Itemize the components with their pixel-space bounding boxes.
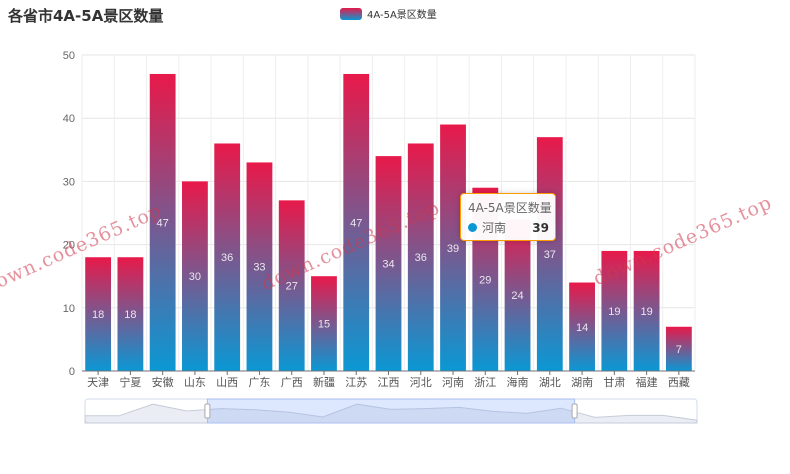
y-tick-label: 10 — [63, 303, 75, 315]
x-tick-label: 山西 — [216, 376, 238, 389]
bar — [278, 200, 305, 371]
data-label: 29 — [479, 274, 491, 286]
bar — [149, 73, 176, 372]
data-label: 36 — [221, 252, 233, 264]
x-tick-label: 湖南 — [571, 376, 593, 389]
data-label: 30 — [189, 271, 201, 283]
tooltip-name: 河南 — [482, 221, 507, 235]
zoom-handle[interactable] — [571, 403, 578, 419]
x-tick-label: 甘肃 — [603, 376, 625, 389]
x-tick-label: 河南 — [442, 376, 464, 389]
bar — [311, 276, 337, 371]
data-label: 19 — [608, 306, 620, 318]
data-label: 24 — [511, 290, 523, 302]
bar — [214, 143, 241, 371]
data-label: 15 — [318, 319, 330, 331]
bar — [601, 250, 628, 371]
bar — [182, 181, 208, 371]
zoom-window[interactable] — [206, 398, 576, 424]
data-label: 7 — [676, 344, 682, 356]
bar — [246, 162, 273, 371]
bar — [407, 143, 434, 371]
y-tick-label: 50 — [63, 50, 75, 62]
x-tick-label: 福建 — [636, 375, 658, 389]
x-tick-label: 西藏 — [668, 376, 690, 389]
bar — [633, 250, 660, 371]
tooltip-title: 4A-5A景区数量 — [468, 201, 552, 215]
y-tick-label: 0 — [69, 366, 75, 378]
data-label: 19 — [640, 306, 652, 318]
data-label: 27 — [286, 281, 298, 293]
x-tick-label: 广东 — [248, 376, 270, 389]
data-label: 39 — [447, 243, 459, 255]
bar — [440, 124, 466, 372]
data-label: 47 — [157, 217, 169, 229]
x-tick-label: 江西 — [378, 376, 400, 389]
bar — [504, 219, 531, 371]
x-tick-label: 新疆 — [313, 375, 335, 389]
x-tick-label: 安徽 — [152, 375, 174, 389]
data-label: 34 — [382, 259, 394, 271]
bar — [343, 73, 370, 372]
bar — [665, 326, 692, 371]
y-tick-label: 20 — [63, 240, 75, 252]
bar — [117, 257, 144, 371]
x-tick-label: 海南 — [507, 375, 529, 389]
tooltip: 4A-5A景区数量 河南 39 — [460, 193, 556, 241]
data-label: 36 — [415, 252, 427, 264]
x-tick-label: 湖北 — [539, 376, 561, 389]
bar — [375, 156, 402, 371]
y-tick-label: 40 — [63, 113, 75, 125]
tooltip-marker — [468, 223, 477, 232]
legend-swatch — [340, 7, 362, 20]
legend-label: 4A-5A景区数量 — [367, 10, 437, 21]
y-tick-label: 30 — [63, 176, 75, 188]
x-tick-label: 广西 — [281, 376, 303, 389]
x-tick-label: 山东 — [184, 376, 206, 389]
tooltip-value: 39 — [532, 220, 549, 235]
x-tick-label: 天津 — [87, 376, 109, 389]
bar — [536, 137, 563, 371]
data-label: 37 — [544, 249, 556, 261]
data-label: 18 — [124, 309, 136, 321]
data-label: 47 — [350, 217, 362, 229]
x-tick-label: 宁夏 — [119, 375, 141, 389]
bar — [85, 257, 112, 371]
data-label: 33 — [253, 262, 265, 274]
legend[interactable]: 4A-5A景区数量 — [340, 6, 437, 21]
x-tick-label: 浙江 — [474, 376, 496, 389]
x-tick-label: 江苏 — [345, 376, 367, 389]
x-tick-label: 河北 — [410, 376, 432, 389]
chart-title: 各省市4A-5A景区数量 — [8, 7, 164, 25]
zoom-preview — [84, 403, 698, 424]
zoom-handle[interactable] — [204, 403, 211, 419]
data-label: 14 — [576, 322, 588, 334]
data-label: 18 — [92, 309, 104, 321]
bar — [569, 282, 595, 371]
